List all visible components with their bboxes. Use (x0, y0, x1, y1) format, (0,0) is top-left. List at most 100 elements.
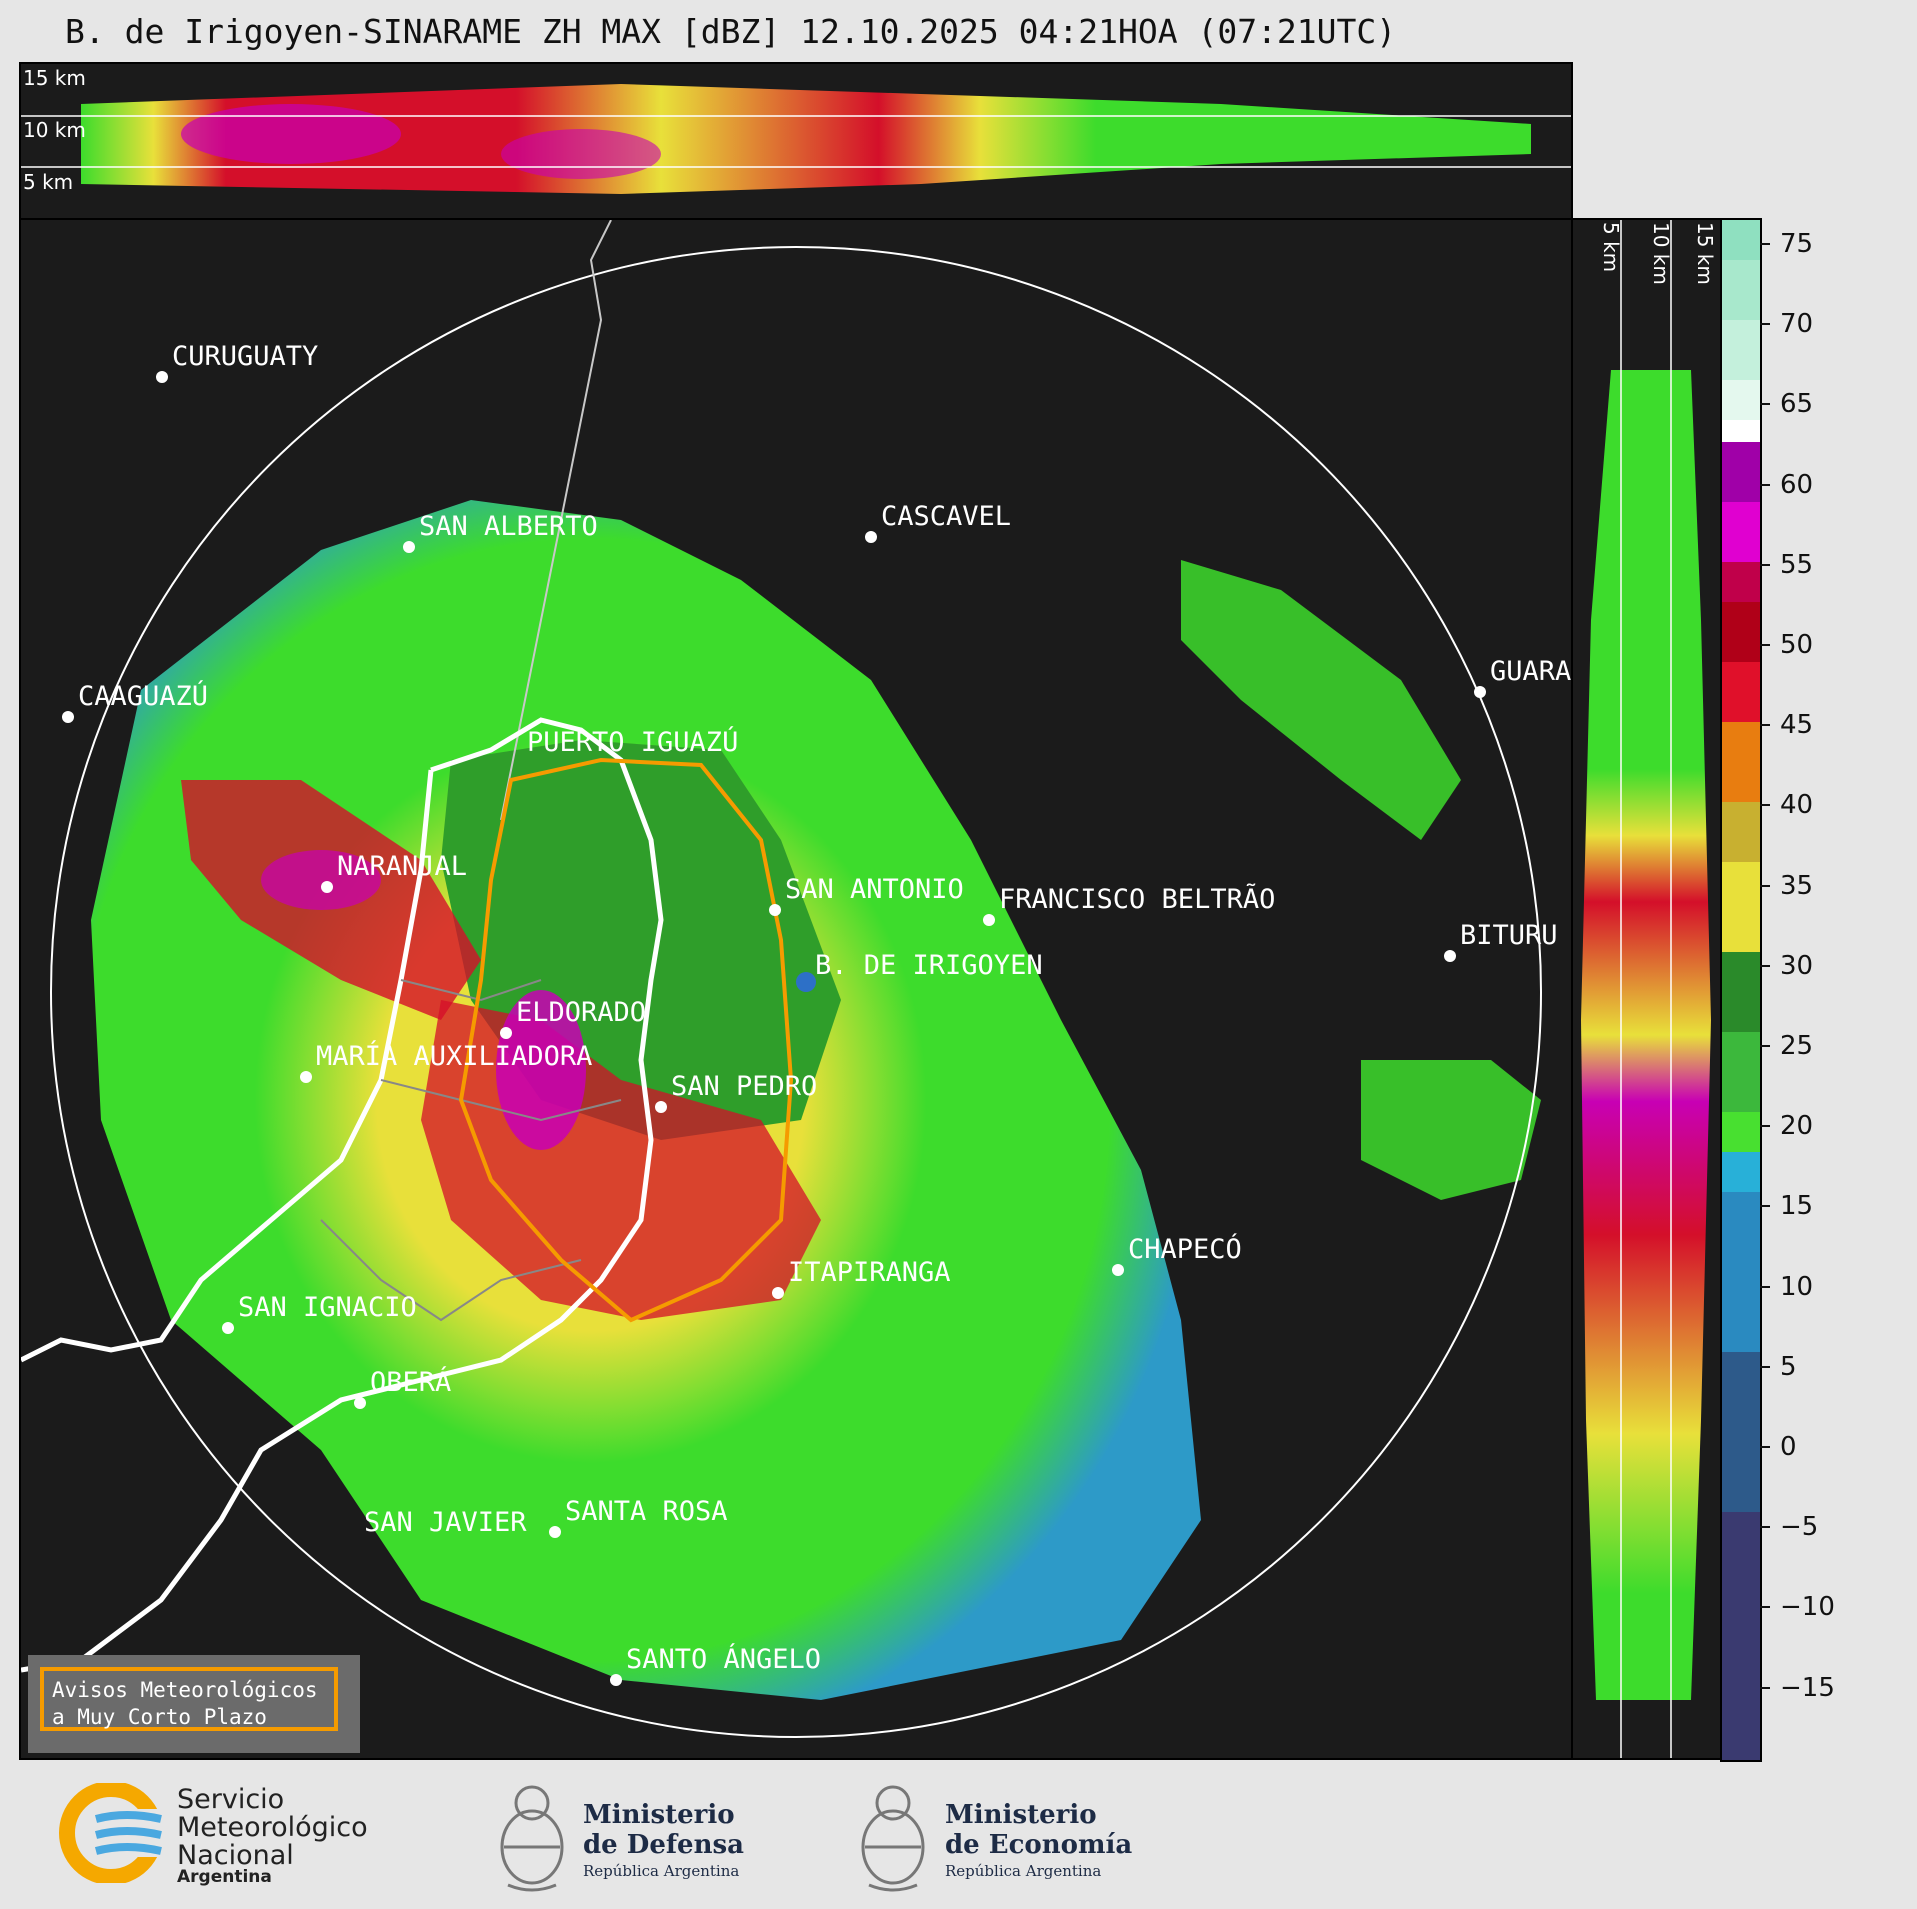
city-label: CAAGUAZÚ (78, 680, 208, 712)
smn-logo-line4: Argentina (177, 1867, 272, 1887)
echo-region-east (1361, 1060, 1541, 1200)
economia-line3: República Argentina (945, 1862, 1102, 1880)
top-cross-section-plot (21, 84, 1571, 194)
side-height-label-5km: 5 km (1599, 222, 1623, 273)
side-height-label-15km: 15 km (1693, 222, 1717, 285)
department-boundaries (320, 979, 622, 1322)
coat-of-arms-icon (861, 1785, 925, 1892)
colorbar-band (1722, 1152, 1760, 1192)
colorbar-band (1722, 220, 1760, 260)
city-label: CHAPECÓ (1128, 1233, 1242, 1265)
alert-legend-line1: Avisos Meteorológicos (52, 1678, 318, 1702)
colorbar-band (1722, 1512, 1760, 1760)
reflectivity-colorbar (1720, 218, 1762, 1762)
city-label: SAN ANTONIO (785, 874, 964, 905)
alert-legend-box: Avisos Meteorológicos a Muy Corto Plazo (28, 1655, 360, 1753)
border-line (500, 220, 612, 821)
colorbar-tick-label: 50 (1780, 630, 1814, 660)
radar-map-panel: CURUGUATY SAN ALBERTO CASCAVEL CAAGUAZÚ … (19, 218, 1573, 1760)
city-marker-san-pedro: SAN PEDRO (655, 1071, 817, 1113)
city-label: CURUGUATY (172, 341, 318, 372)
colorbar-tick-mark (1760, 804, 1770, 807)
city-marker-chapeco: CHAPECÓ (1112, 1233, 1242, 1276)
colorbar-tick-label: −15 (1780, 1672, 1835, 1703)
city-label: FRANCISCO BELTRÃO (999, 883, 1275, 915)
economia-seal (857, 1775, 929, 1899)
colorbar-tick-mark (1760, 1045, 1770, 1047)
city-label: ELDORADO (516, 997, 646, 1028)
city-label: PUERTO IGUAZÚ (527, 726, 738, 758)
colorbar-tick-label: 10 (1780, 1271, 1814, 1302)
colorbar-tick-mark (1760, 1446, 1770, 1448)
city-label: CASCAVEL (881, 501, 1011, 532)
city-marker-bituru: BITURU (1444, 920, 1558, 962)
echo-magenta-core (496, 990, 586, 1150)
defensa-line1: Ministerio (583, 1800, 735, 1830)
alert-legend-line2: a Muy Corto Plazo (52, 1705, 267, 1729)
coat-of-arms-icon (500, 1785, 564, 1892)
colorbar-tick-label: 25 (1780, 1031, 1814, 1061)
colorbar-band (1722, 1192, 1760, 1352)
colorbar-band (1722, 320, 1760, 380)
colorbar-tick-mark (1760, 243, 1770, 245)
colorbar-band (1722, 722, 1760, 802)
city-marker-caaguazu: CAAGUAZÚ (62, 680, 208, 723)
colorbar-tick-mark (1760, 1205, 1770, 1208)
city-marker-san-javier: SAN JAVIER (364, 1507, 527, 1538)
page-title: B. de Irigoyen-SINARAME ZH MAX [dBZ] 12.… (65, 12, 1397, 51)
colorbar-band (1722, 1032, 1760, 1112)
colorbar-band (1722, 562, 1760, 602)
city-marker-san-alberto: SAN ALBERTO (403, 511, 598, 553)
colorbar-tick-label: 35 (1780, 870, 1814, 901)
colorbar-tick-label: −10 (1780, 1592, 1835, 1623)
city-marker-guara: GUARA (1474, 656, 1571, 698)
colorbar-tick-label: 15 (1780, 1191, 1814, 1222)
colorbar-tick-mark (1760, 1125, 1770, 1128)
colorbar-band (1722, 1352, 1760, 1512)
alert-legend: Avisos Meteorológicos a Muy Corto Plazo (40, 1667, 338, 1731)
colorbar-tick-label: 30 (1780, 950, 1814, 981)
top-height-label-5km: 5 km (23, 170, 74, 194)
colorbar-tick-mark (1760, 483, 1770, 486)
colorbar-tick-mark (1760, 724, 1770, 727)
colorbar-tick-label: 20 (1780, 1111, 1814, 1142)
city-label: SAN PEDRO (671, 1071, 817, 1102)
city-marker-puerto-iguazu: PUERTO IGUAZÚ (527, 726, 738, 758)
side-cross-section-plot (1581, 220, 1711, 1758)
radar-map: CURUGUATY SAN ALBERTO CASCAVEL CAAGUAZÚ … (21, 220, 1571, 1738)
defensa-line3: República Argentina (583, 1862, 740, 1880)
city-label: B. DE IRIGOYEN (815, 950, 1043, 981)
alert-polygon (458, 757, 794, 1323)
city-marker-cascavel: CASCAVEL (865, 501, 1011, 543)
colorbar-tick-label: 45 (1780, 710, 1814, 741)
colorbar-tick-mark (1760, 1606, 1770, 1609)
colorbar-band (1722, 1112, 1760, 1152)
colorbar-band (1722, 442, 1760, 502)
colorbar-scale (1722, 220, 1760, 1760)
smn-logo-line3: Nacional (177, 1840, 294, 1871)
colorbar-tick-mark (1760, 884, 1770, 887)
city-label: SANTO ÁNGELO (626, 1643, 821, 1675)
colorbar-tick-mark (1760, 403, 1770, 406)
colorbar-tick-mark (1760, 563, 1770, 566)
colorbar-band (1722, 260, 1760, 320)
radar-location-marker (796, 972, 816, 992)
defensa-seal (496, 1775, 568, 1899)
colorbar-tick-mark (1760, 964, 1770, 967)
city-label: BITURU (1460, 920, 1558, 951)
colorbar-tick-mark (1760, 323, 1770, 326)
top-echo-core (181, 104, 401, 164)
city-label: MARÍA AUXILIADORA (316, 1040, 592, 1072)
top-echo-core (501, 129, 661, 179)
city-marker-b-de-irigoyen: B. DE IRIGOYEN (815, 950, 1043, 981)
colorbar-tick-label: 70 (1780, 309, 1814, 340)
colorbar-band (1722, 502, 1760, 562)
city-marker-san-ignacio: SAN IGNACIO (222, 1292, 417, 1334)
colorbar-tick-label: 65 (1780, 389, 1814, 420)
colorbar-band (1722, 380, 1760, 420)
echo-region-northeast (1181, 560, 1461, 840)
defensa-line2: de Defensa (583, 1830, 744, 1860)
city-label: SAN JAVIER (364, 1507, 527, 1538)
city-label: GUARA (1490, 656, 1571, 687)
top-height-label-15km: 15 km (23, 66, 86, 90)
